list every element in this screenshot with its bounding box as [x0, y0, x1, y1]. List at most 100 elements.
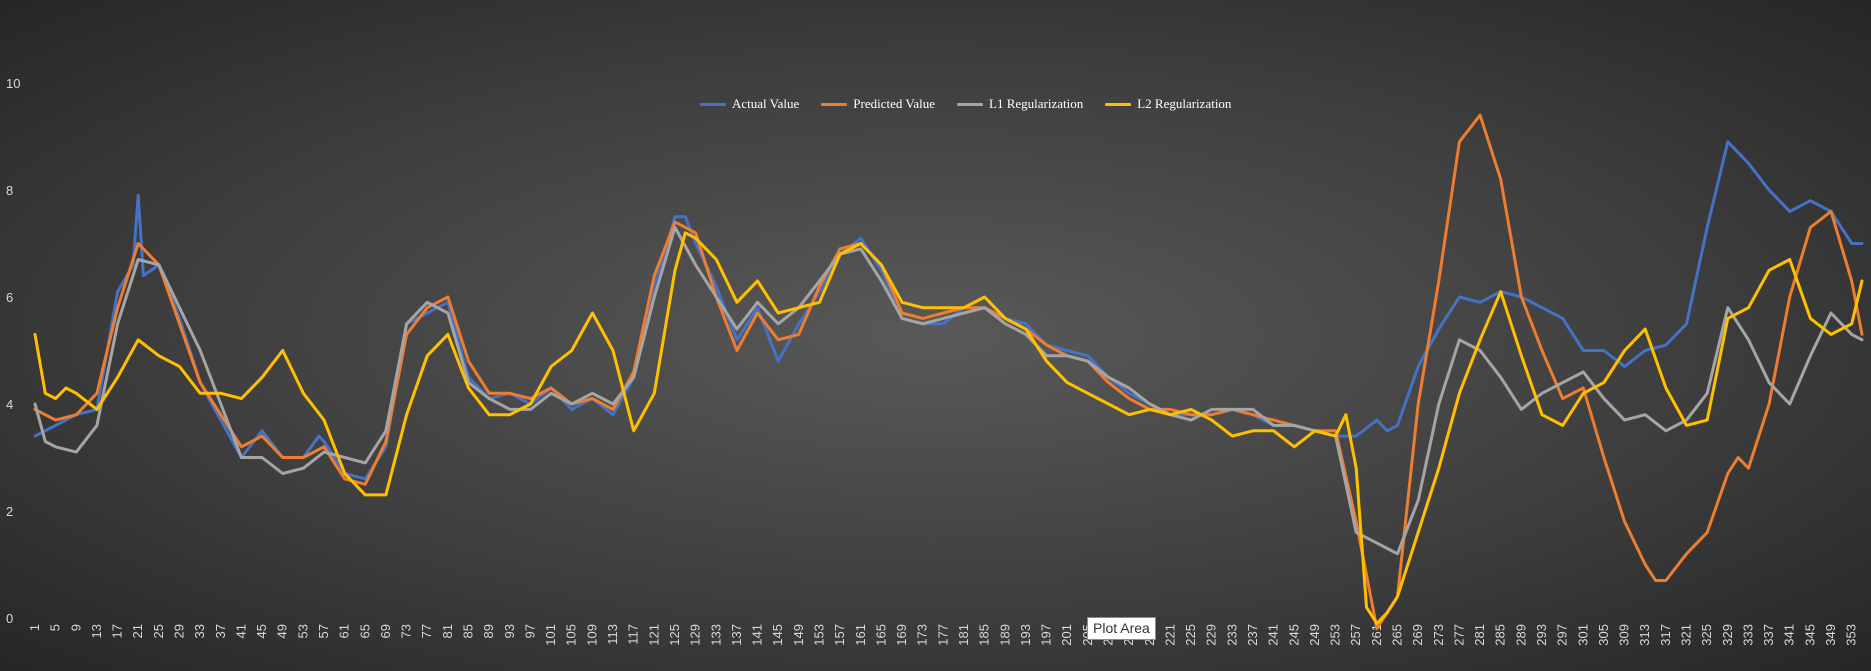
data-point [1128, 387, 1131, 389]
data-point [1004, 322, 1007, 325]
x-tick-label: 233 [1224, 624, 1239, 646]
legend-item-l2[interactable]: L2 Regularization [1105, 96, 1231, 112]
x-tick-label: 273 [1431, 624, 1446, 646]
data-point [735, 328, 738, 331]
x-tick-label: 329 [1720, 624, 1735, 646]
data-point [1747, 162, 1750, 165]
data-point [715, 296, 718, 298]
data-point [364, 483, 367, 486]
x-tick-label: 45 [254, 624, 269, 638]
data-point [1045, 344, 1048, 347]
data-point [75, 392, 78, 395]
data-point [653, 296, 656, 298]
x-tick-label: 189 [997, 624, 1012, 646]
data-point [137, 194, 140, 197]
data-point [65, 387, 67, 389]
data-point [281, 349, 284, 352]
data-point [1602, 381, 1605, 384]
data-point [261, 435, 264, 438]
data-point [1582, 387, 1585, 389]
y-tick-label: 4 [6, 397, 13, 412]
legend-item-actual[interactable]: Actual Value [700, 96, 799, 112]
data-point [859, 242, 862, 245]
data-point [1664, 429, 1667, 432]
legend-label-actual: Actual Value [732, 96, 800, 111]
y-tick-label: 10 [6, 76, 20, 91]
data-point [674, 269, 676, 272]
data-point [302, 456, 305, 459]
data-point [1479, 349, 1482, 352]
data-point [632, 376, 635, 379]
data-point [942, 317, 945, 320]
data-point [1458, 296, 1461, 298]
data-point [1252, 429, 1254, 432]
series-l1-regularization[interactable] [33, 225, 1864, 556]
data-point [364, 477, 367, 480]
x-tick-label: 349 [1823, 624, 1838, 646]
x-tick-label: 137 [729, 624, 744, 646]
data-point [142, 274, 145, 277]
data-point [1561, 397, 1564, 400]
legend-item-l1[interactable]: L1 Regularization [957, 96, 1083, 112]
data-point [1623, 349, 1626, 352]
data-point [1561, 317, 1564, 320]
x-tick-label: 345 [1802, 624, 1817, 646]
data-point [1654, 579, 1657, 582]
data-point [157, 263, 160, 266]
x-tick-label: 221 [1162, 624, 1177, 646]
x-tick-label: 197 [1039, 624, 1054, 646]
data-point [1272, 424, 1275, 427]
data-point [529, 397, 532, 400]
data-point [34, 403, 36, 405]
data-point [1437, 328, 1440, 331]
x-tick-label: 285 [1493, 624, 1508, 646]
x-tick-label: 113 [605, 624, 620, 645]
data-point [384, 445, 387, 448]
data-point [1386, 611, 1389, 614]
data-point [1685, 322, 1688, 325]
data-point [1107, 381, 1110, 384]
data-point [1747, 338, 1750, 341]
data-point [1417, 403, 1420, 405]
legend-item-predicted[interactable]: Predicted Value [821, 96, 935, 112]
x-tick-label: 21 [130, 624, 145, 638]
data-point [1045, 360, 1048, 363]
data-point [684, 215, 687, 218]
data-point [281, 456, 284, 459]
data-point [653, 392, 656, 395]
series-predicted-value[interactable] [33, 113, 1864, 631]
data-point [1293, 424, 1296, 427]
chart-legend[interactable]: Actual Value Predicted Value L1 Regulari… [700, 96, 1231, 112]
series-l2-regularization[interactable] [33, 231, 1864, 625]
series-line[interactable] [33, 140, 1864, 481]
data-point [1066, 354, 1069, 357]
series-line[interactable] [33, 231, 1864, 625]
legend-swatch-actual [700, 102, 726, 106]
data-point [1066, 349, 1069, 352]
data-point [1355, 467, 1358, 470]
data-point [1479, 338, 1482, 341]
data-point [426, 312, 429, 314]
x-tick-label: 73 [399, 624, 414, 638]
data-point [1231, 435, 1234, 438]
data-point [612, 349, 614, 352]
data-point [1706, 392, 1709, 395]
data-point [219, 413, 222, 416]
x-tick-label: 153 [811, 624, 826, 646]
data-point [1437, 467, 1440, 470]
x-tick-label: 41 [233, 624, 248, 638]
data-point [818, 285, 821, 288]
legend-label-l2: L2 Regularization [1137, 96, 1232, 111]
data-point [1809, 199, 1812, 202]
x-tick-label: 229 [1204, 624, 1219, 646]
data-point [1231, 408, 1234, 411]
data-point [715, 285, 718, 288]
series-line[interactable] [33, 113, 1864, 631]
data-point [1375, 622, 1378, 625]
data-point [1375, 542, 1378, 545]
data-point [1520, 408, 1523, 411]
data-point [1809, 317, 1812, 320]
x-tick-label: 125 [667, 624, 682, 646]
